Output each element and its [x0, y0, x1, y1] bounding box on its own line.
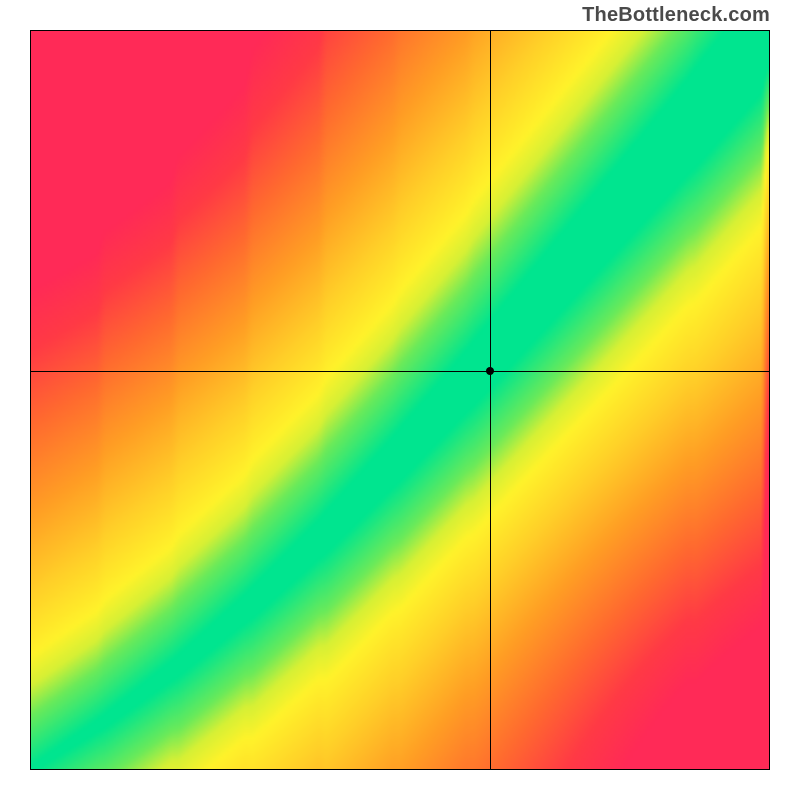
crosshair-vertical: [490, 31, 491, 769]
watermark-text: TheBottleneck.com: [582, 4, 770, 27]
plot-area: [30, 30, 770, 770]
figure-container: { "watermark": { "text": "TheBottleneck.…: [0, 0, 800, 800]
marker-point: [486, 367, 494, 375]
heatmap-canvas: [31, 31, 769, 769]
crosshair-horizontal: [31, 371, 769, 372]
